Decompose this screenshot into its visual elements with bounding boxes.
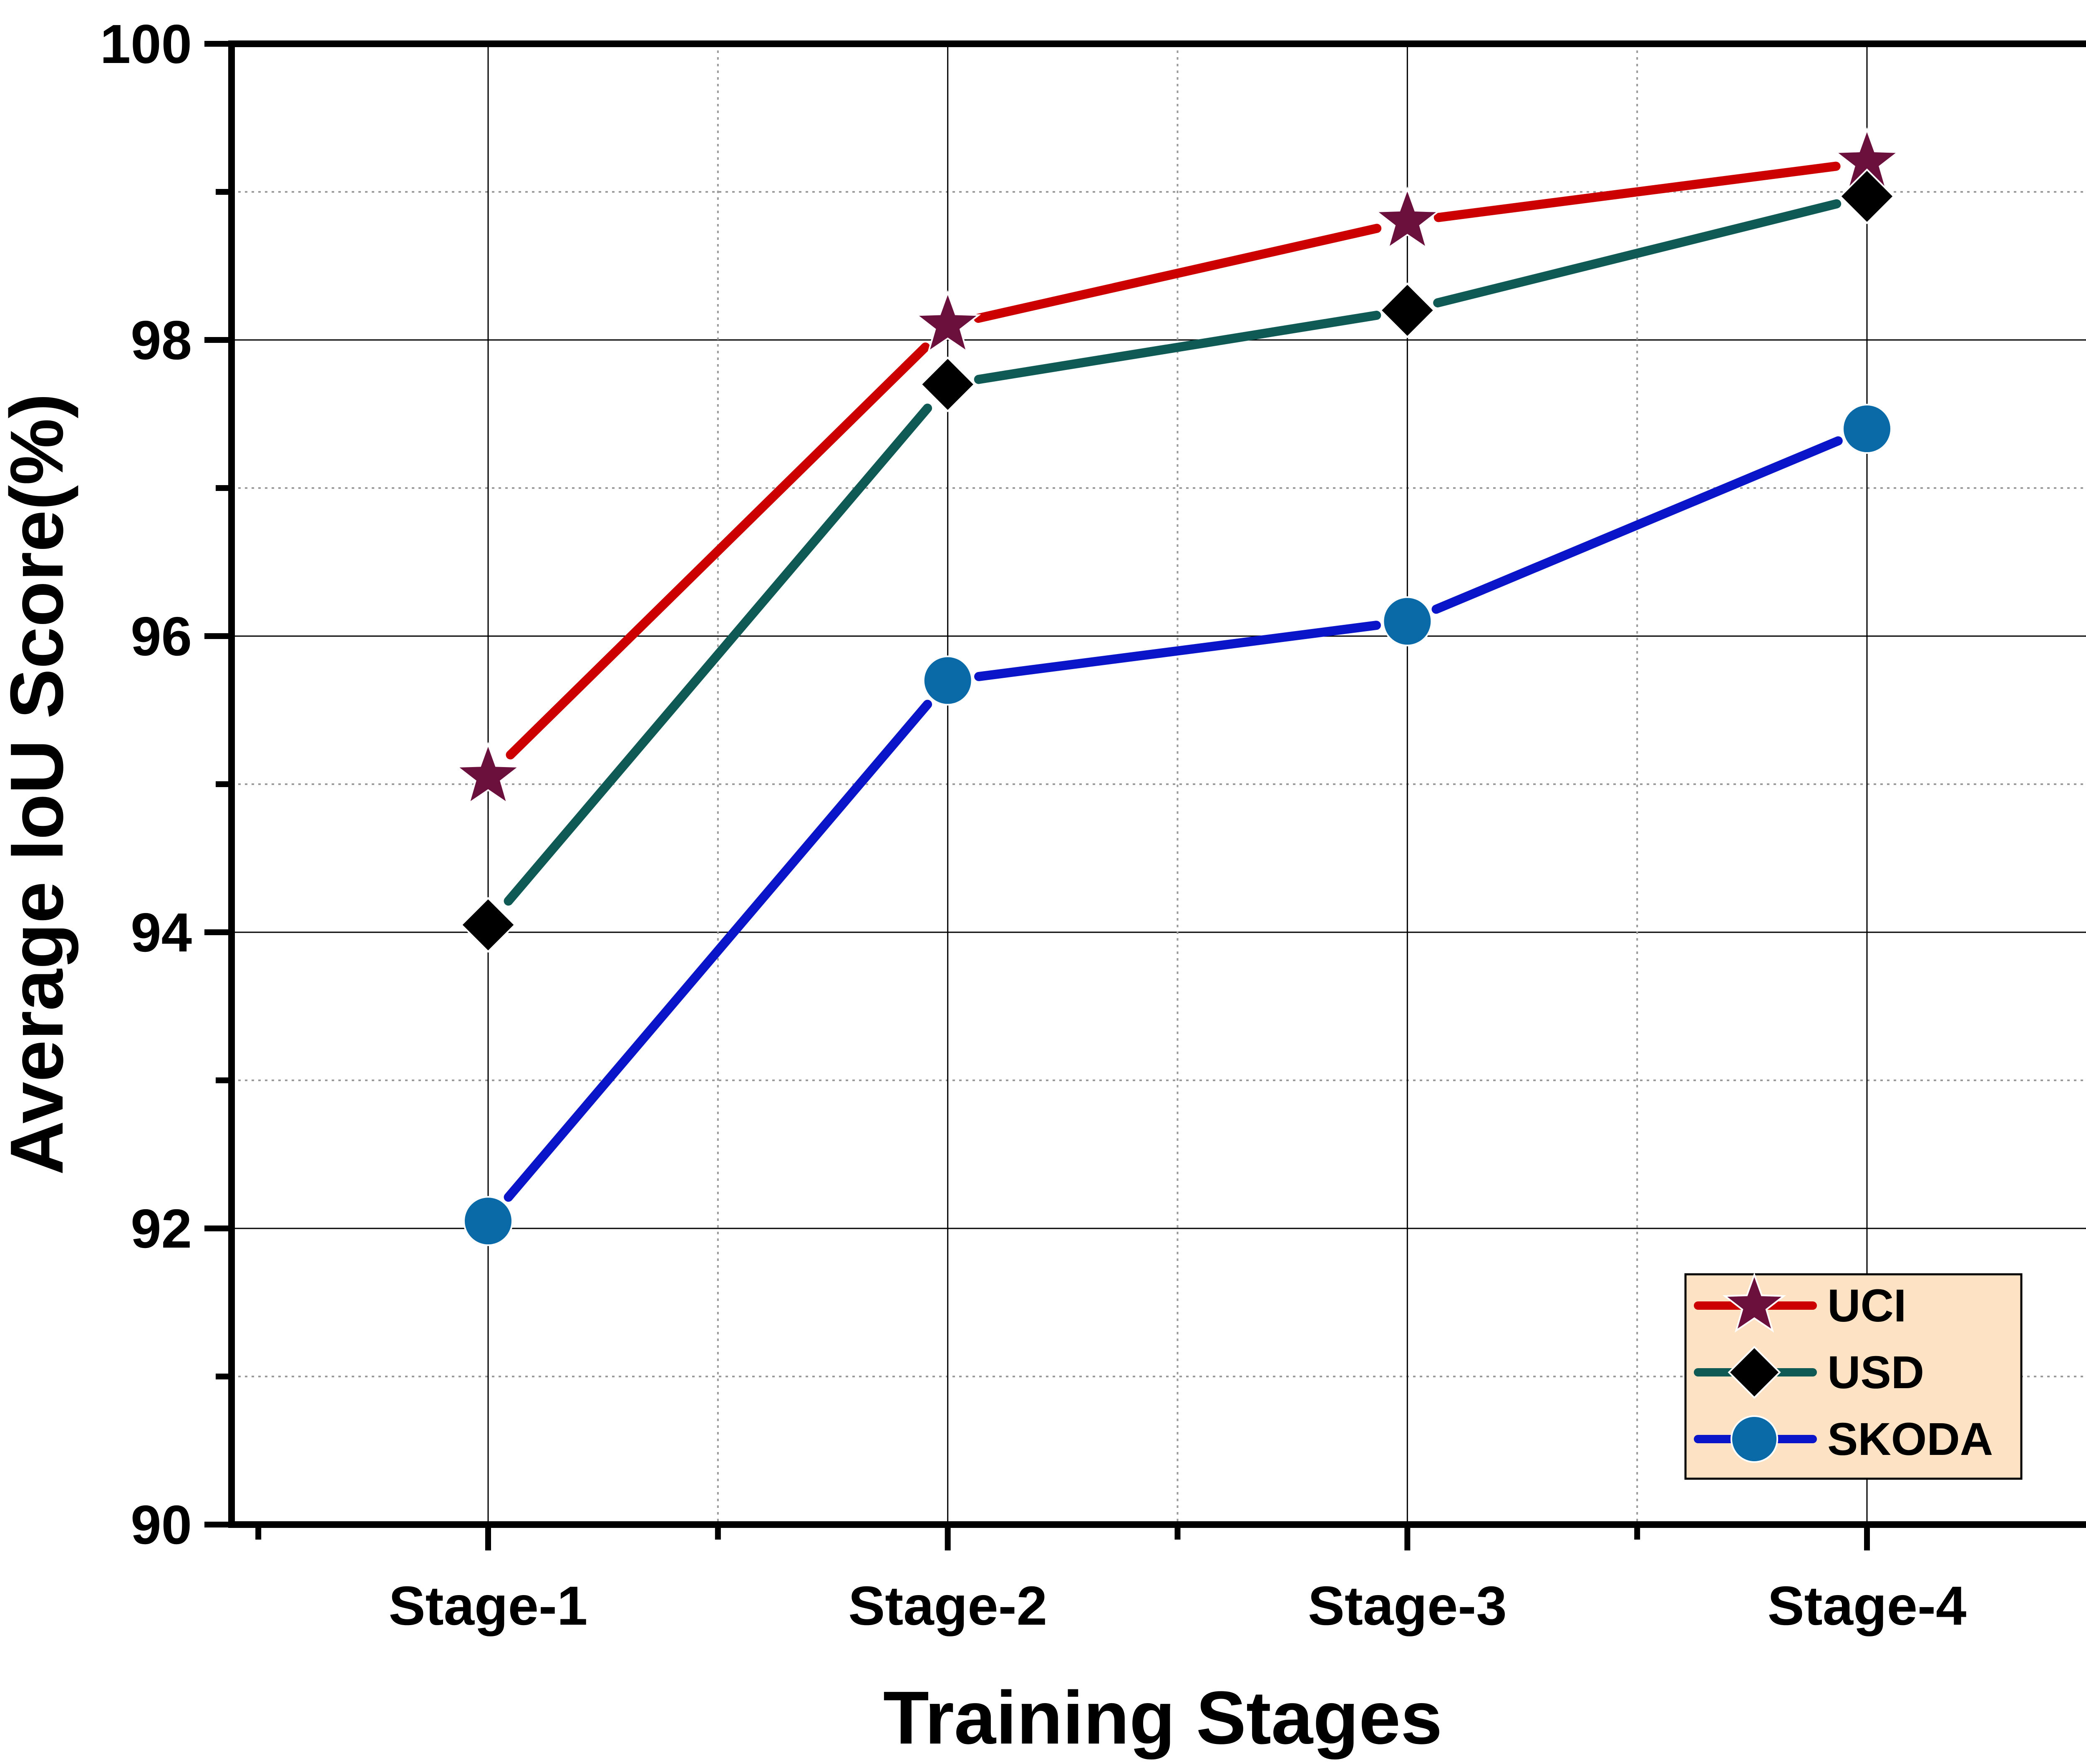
x-tick-label: Stage-1	[389, 1575, 588, 1636]
legend: UCI USD SKODA	[1684, 1272, 2023, 1480]
y-tick-label: 96	[131, 606, 192, 667]
y-axis-title: Average IoU Score(%)	[0, 393, 79, 1175]
legend-label-usd: USD	[1827, 1347, 1924, 1398]
line-segment-skoda	[504, 700, 932, 1202]
marker-skoda	[1842, 404, 1892, 454]
line-segment-uci	[1433, 161, 1841, 222]
marker-skoda	[1382, 596, 1433, 647]
legend-label-uci: UCI	[1827, 1280, 1906, 1331]
line-segment-skoda	[1431, 436, 1843, 614]
marker-skoda	[463, 1196, 513, 1246]
x-tick-labels: Stage-1 Stage-2 Stage-3 Stage-4	[389, 1575, 1967, 1636]
marker-usd	[1379, 282, 1436, 338]
marker-usd	[460, 897, 516, 953]
legend-marker-usd	[1728, 1346, 1781, 1399]
series-markers	[455, 127, 1900, 1246]
x-tick-label: Stage-3	[1308, 1575, 1507, 1636]
line-segment-usd	[1433, 199, 1842, 307]
y-tick-label: 100	[100, 13, 192, 75]
y-tick-label: 92	[131, 1198, 192, 1259]
legend-marker-uci	[1722, 1272, 1786, 1333]
line-segment-uci	[973, 224, 1382, 323]
line-segment-usd	[974, 310, 1381, 384]
line-segment-skoda	[974, 621, 1381, 681]
x-tick-label: Stage-4	[1768, 1575, 1967, 1636]
x-axis-title: Training Stages	[883, 1676, 1442, 1760]
line-segment-uci	[506, 342, 930, 760]
legend-marker-skoda	[1730, 1415, 1779, 1463]
marker-usd	[920, 356, 976, 413]
x-tick-label: Stage-2	[848, 1575, 1047, 1636]
marker-usd	[1839, 168, 1895, 224]
y-tick-label: 90	[131, 1494, 192, 1555]
axis-ticks	[204, 41, 1870, 1550]
marker-uci	[914, 290, 981, 354]
series-lines	[504, 161, 1843, 1202]
marker-uci	[455, 742, 522, 805]
legend-label-skoda: SKODA	[1827, 1414, 1993, 1465]
line-segment-usd	[504, 403, 932, 906]
y-tick-labels: 90 92 94 96 98 100	[100, 13, 192, 1555]
y-tick-label: 94	[131, 902, 192, 963]
marker-uci	[1374, 186, 1441, 250]
marker-skoda	[922, 655, 973, 706]
y-tick-label: 98	[131, 310, 192, 371]
